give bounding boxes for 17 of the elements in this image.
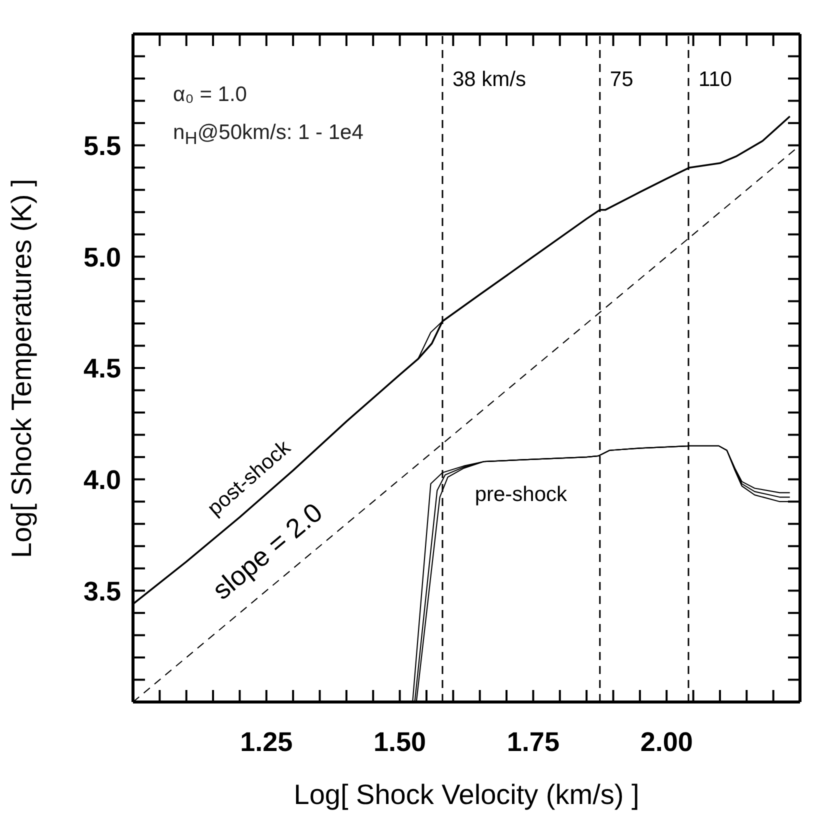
annotation: 110 [698,68,732,91]
series-label: pre-shock [474,483,568,506]
x-tick-label: 1.25 [240,727,293,758]
x-tick-label: 1.50 [374,727,426,758]
y-axis-title: Log[ Shock Temperatures (K) ] [6,178,37,558]
x-axis-title: Log[ Shock Velocity (km/s) ] [294,779,640,810]
y-tick-label: 3.5 [83,576,121,606]
x-tick-label: 2.00 [640,727,693,758]
y-tick-label: 5.5 [83,130,121,161]
annotation: n$_{H}$@50km/s: 1 - 1e4 [173,120,364,150]
y-tick-label: 5.0 [83,242,121,272]
y-tick-label: 4.0 [83,464,121,495]
y-tick-label: 4.5 [83,354,121,384]
x-tick-label: 1.75 [506,727,560,758]
annotation: α₀ = 1.0 [173,82,248,108]
annotation: 75 [610,68,634,91]
annotation: 38 km/s [452,68,526,91]
